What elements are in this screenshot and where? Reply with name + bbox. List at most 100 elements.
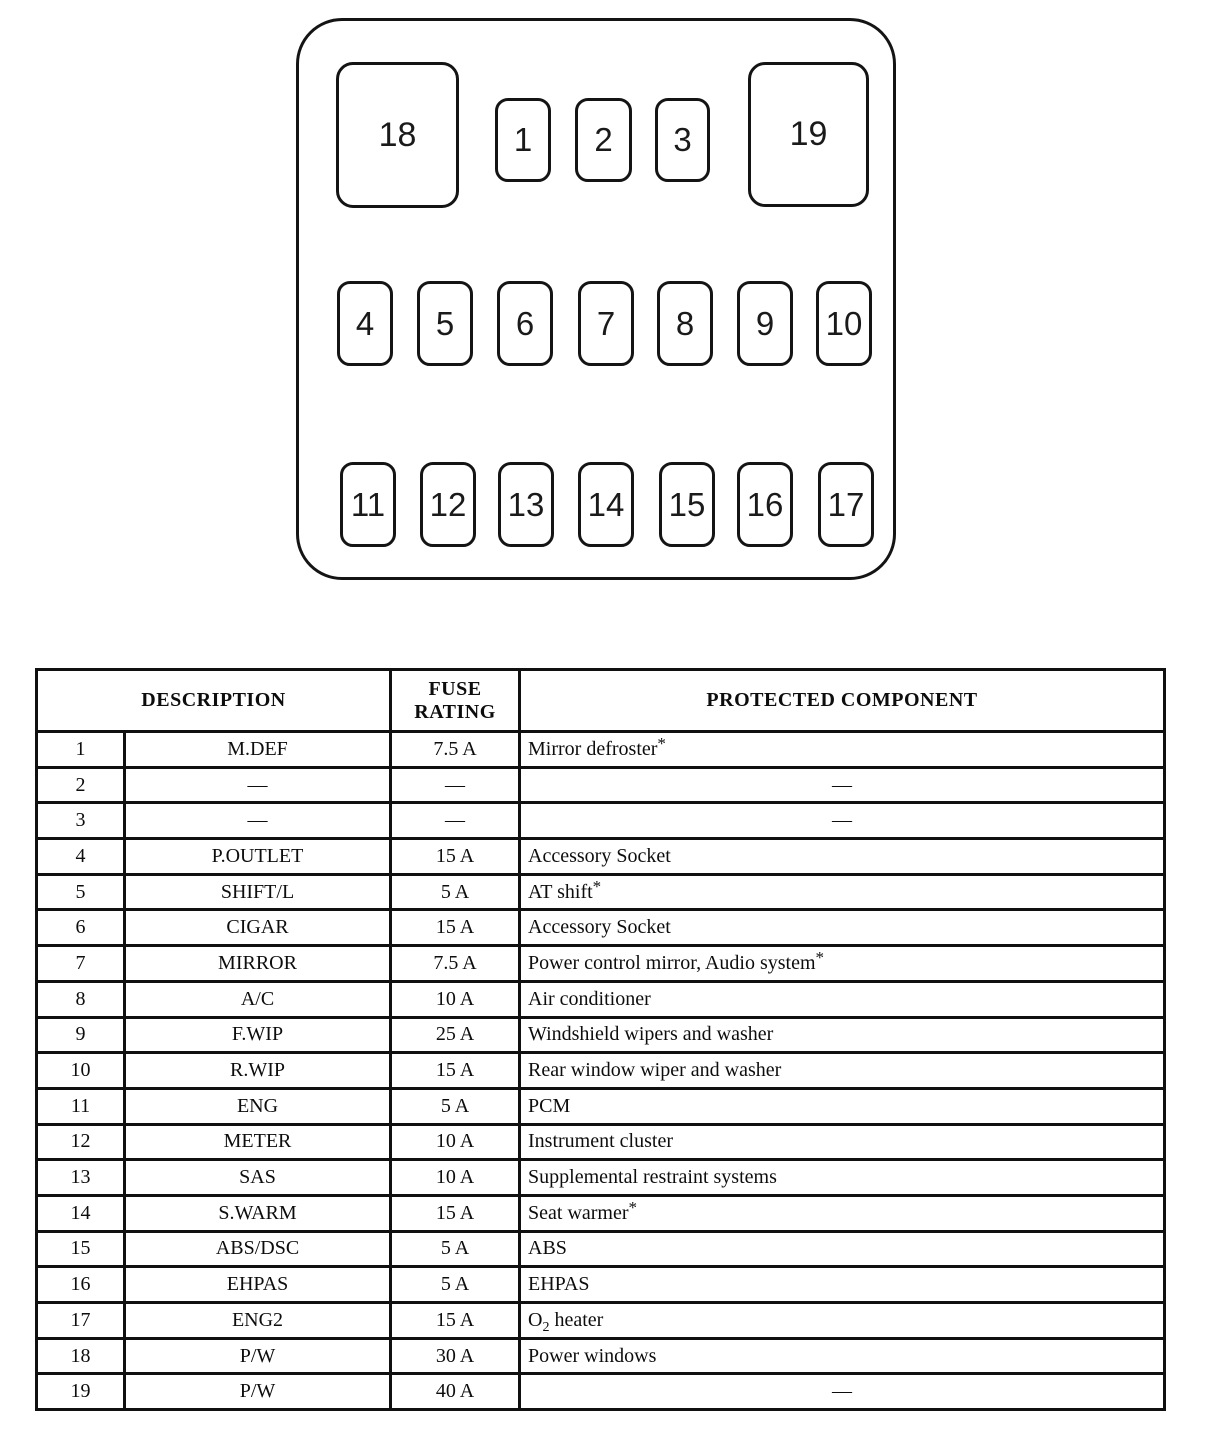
- component-cell: Supplemental restraint systems: [518, 1158, 1167, 1197]
- component-cell: Power control mirror, Audio system*: [518, 944, 1167, 983]
- fuse-box-4: 4: [337, 281, 393, 366]
- description-cell: ABS/DSC: [122, 1229, 393, 1269]
- fuse-number-cell: 13: [35, 1158, 126, 1197]
- rating-cell: 15 A: [389, 837, 522, 876]
- table-row: 2— — —: [35, 765, 1167, 805]
- description-cell: METER: [122, 1122, 393, 1162]
- fuse-number-cell: 9: [35, 1015, 126, 1055]
- table-row: 14 S.WARM 15 A Seat warmer*: [35, 1193, 1167, 1233]
- fuse-box-19: 19: [748, 62, 869, 207]
- table-row: 12 METER 10 A Instrument cluster: [35, 1122, 1167, 1162]
- component-cell: —: [518, 801, 1167, 841]
- rating-cell: 15 A: [389, 1301, 522, 1340]
- header-description: DESCRIPTION: [34, 668, 393, 733]
- rating-cell: 5 A: [389, 1086, 522, 1126]
- table-row: 4 P.OUTLET 15 A Accessory Socket: [35, 837, 1167, 876]
- description-cell: SHIFT/L: [122, 872, 393, 912]
- fuse-box-9: 9: [737, 281, 793, 366]
- rating-cell: 10 A: [389, 1158, 522, 1197]
- fuse-box-16: 16: [737, 462, 793, 547]
- component-cell: ABS: [518, 1229, 1167, 1269]
- table-row: 18 P/W 30 A Power windows: [35, 1336, 1167, 1376]
- component-cell: Accessory Socket: [518, 837, 1167, 876]
- table-row: 13 SAS 10 A Supplemental restraint systems: [35, 1158, 1167, 1197]
- fuse-number-cell: 14: [35, 1193, 126, 1233]
- fuse-number-cell: 12: [35, 1122, 126, 1162]
- component-cell: —: [518, 1372, 1167, 1412]
- component-cell: Instrument cluster: [518, 1122, 1167, 1162]
- fuse-number-cell: 1: [35, 730, 126, 769]
- fuse-number-cell: 2: [35, 765, 126, 805]
- header-protected-component: PROTECTED COMPONENT: [518, 668, 1167, 733]
- header-fuse-rating: FUSE RATING: [389, 668, 522, 733]
- description-cell: —: [122, 765, 393, 805]
- table-row: 11 ENG 5 A PCM: [35, 1086, 1167, 1126]
- fuse-box-7: 7: [578, 281, 634, 366]
- fuse-box-18: 18: [336, 62, 459, 208]
- rating-cell: —: [389, 765, 522, 805]
- component-cell: Windshield wipers and washer: [518, 1015, 1167, 1055]
- description-cell: ENG: [122, 1086, 393, 1126]
- component-cell: Air conditioner: [518, 979, 1167, 1019]
- fuse-number-cell: 18: [35, 1336, 126, 1376]
- table-row: 3— — —: [35, 801, 1167, 841]
- fuse-box-13: 13: [498, 462, 554, 547]
- fuse-box-14: 14: [578, 462, 634, 547]
- fuse-box-8: 8: [657, 281, 713, 366]
- fuse-box-3: 3: [655, 98, 710, 182]
- table-row: 7 MIRROR 7.5 A Power control mirror, Audio …: [35, 944, 1167, 983]
- component-cell: Seat warmer*: [518, 1193, 1167, 1233]
- fuse-box-5: 5: [417, 281, 473, 366]
- table-row: 17 ENG2 15 A O2 heater: [35, 1301, 1167, 1340]
- table-row: 9 F.WIP 25 A Windshield wipers and washer: [35, 1015, 1167, 1055]
- description-cell: MIRROR: [122, 944, 393, 983]
- rating-cell: 5 A: [389, 872, 522, 912]
- table-row: 1 M.DEF 7.5 A Mirror defroster*: [35, 730, 1167, 769]
- fuse-panel-diagram: 18 1 2 3 19 4 5 6 7 8 9 10 11 12 13 14 1…: [296, 18, 896, 580]
- rating-cell: 7.5 A: [389, 944, 522, 983]
- component-cell: Mirror defroster*: [518, 730, 1167, 769]
- rating-cell: 15 A: [389, 1193, 522, 1233]
- fuse-box-12: 12: [420, 462, 476, 547]
- table-row: 10 R.WIP 15 A Rear window wiper and washer: [35, 1051, 1167, 1090]
- description-cell: CIGAR: [122, 908, 393, 948]
- fuse-number-cell: 15: [35, 1229, 126, 1269]
- fuse-number-cell: 19: [35, 1372, 126, 1412]
- fuse-table-header: DESCRIPTION FUSE RATING PROTECTED COMPON…: [34, 668, 1167, 733]
- rating-cell: 25 A: [389, 1015, 522, 1055]
- description-cell: ENG2: [122, 1301, 393, 1340]
- fuse-box-6: 6: [497, 281, 553, 366]
- fuse-box-17: 17: [818, 462, 874, 547]
- fuse-number-cell: 16: [35, 1265, 126, 1304]
- description-cell: EHPAS: [122, 1265, 393, 1304]
- rating-cell: 10 A: [389, 1122, 522, 1162]
- description-cell: R.WIP: [122, 1051, 393, 1090]
- component-cell: Power windows: [518, 1336, 1167, 1376]
- component-cell: O2 heater: [518, 1301, 1167, 1340]
- rating-cell: 15 A: [389, 908, 522, 948]
- description-cell: M.DEF: [122, 730, 393, 769]
- fuse-number-cell: 8: [35, 979, 126, 1019]
- table-row: 15 ABS/DSC 5 A ABS: [35, 1229, 1167, 1269]
- description-cell: —: [122, 801, 393, 841]
- fuse-number-cell: 5: [35, 872, 126, 912]
- component-cell: —: [518, 765, 1167, 805]
- fuse-number-cell: 4: [35, 837, 126, 876]
- fuse-number-cell: 17: [35, 1301, 126, 1340]
- fuse-box-11: 11: [340, 462, 396, 547]
- fuse-box-2: 2: [575, 98, 632, 182]
- fuse-box-10: 10: [816, 281, 872, 366]
- description-cell: P/W: [122, 1336, 393, 1376]
- rating-cell: 10 A: [389, 979, 522, 1019]
- table-row: 16 EHPAS 5 A EHPAS: [35, 1265, 1167, 1304]
- component-cell: EHPAS: [518, 1265, 1167, 1304]
- table-row: 6 CIGAR 15 A Accessory Socket: [35, 908, 1167, 948]
- fuse-number-cell: 10: [35, 1051, 126, 1090]
- rating-cell: 40 A: [389, 1372, 522, 1412]
- rating-cell: 5 A: [389, 1265, 522, 1304]
- fuse-table: DESCRIPTION FUSE RATING PROTECTED COMPON…: [34, 668, 1167, 1412]
- description-cell: SAS: [122, 1158, 393, 1197]
- component-cell: Rear window wiper and washer: [518, 1051, 1167, 1090]
- header-row: DESCRIPTION FUSE RATING PROTECTED COMPON…: [34, 668, 1167, 733]
